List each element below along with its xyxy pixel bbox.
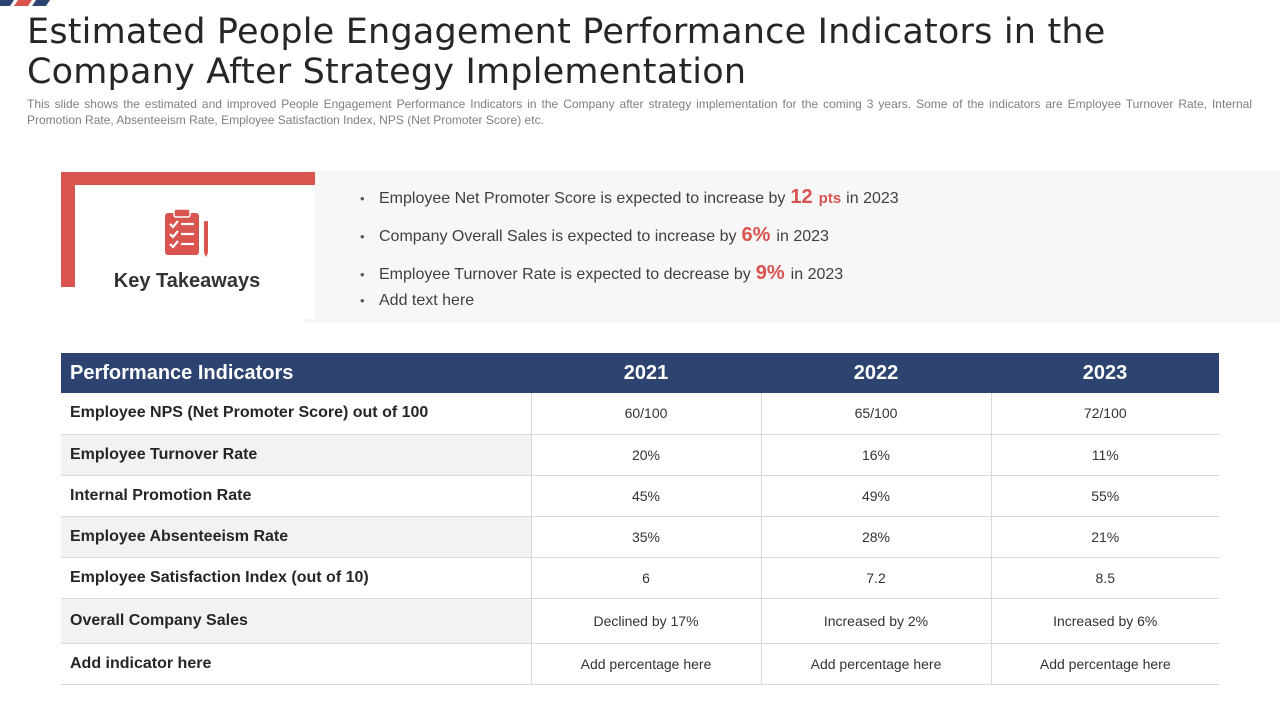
page-subtitle: This slide shows the estimated and impro… — [27, 97, 1252, 127]
table-cell: 72/100 — [990, 393, 1219, 435]
takeaway-bullet-list: • Employee Net Promoter Score is expecte… — [360, 186, 1260, 320]
table-cell: 21% — [990, 516, 1219, 558]
table-cell: 6 — [530, 557, 761, 599]
bullet-highlight-unit: pts — [818, 190, 842, 207]
takeaway-bullet: • Company Overall Sales is expected to i… — [360, 224, 1260, 252]
row-label: Employee Absenteeism Rate — [61, 516, 531, 558]
row-label: Add indicator here — [61, 643, 531, 685]
header-performance-indicators: Performance Indicators — [61, 353, 531, 393]
header-year-2023: 2023 — [991, 353, 1219, 393]
table-cell: 60/100 — [530, 393, 761, 435]
bullet-text-suffix: in 2023 — [790, 266, 844, 283]
page-title: Estimated People Engagement Performance … — [27, 12, 1106, 92]
takeaway-bullet: • Add text here — [360, 292, 1260, 320]
table-row: Employee NPS (Net Promoter Score) out of… — [61, 393, 1219, 435]
table-cell: 49% — [760, 475, 991, 517]
row-label: Internal Promotion Rate — [61, 475, 531, 517]
table-cell: Increased by 6% — [990, 598, 1219, 644]
table-cell: 55% — [990, 475, 1219, 517]
table-cell: 20% — [530, 434, 761, 476]
bullet-dot: • — [360, 267, 365, 282]
table-cell: 35% — [530, 516, 761, 558]
table-cell: 8.5 — [990, 557, 1219, 599]
row-label: Employee NPS (Net Promoter Score) out of… — [61, 393, 531, 435]
table-cell: 65/100 — [760, 393, 991, 435]
bullet-dot: • — [360, 191, 365, 206]
key-takeaways-label: Key Takeaways — [113, 270, 261, 292]
row-label: Employee Turnover Rate — [61, 434, 531, 476]
table-cell: Add percentage here — [990, 643, 1219, 685]
table-cell: Add percentage here — [530, 643, 761, 685]
bullet-highlight-value: 6% — [741, 224, 771, 246]
header-year-2021: 2021 — [531, 353, 761, 393]
table-row: Overall Company Sales Declined by 17% In… — [61, 598, 1219, 644]
clipboard-checklist-icon — [165, 208, 208, 257]
bullet-text-suffix: in 2023 — [776, 228, 829, 245]
table-cell: Increased by 2% — [760, 598, 991, 644]
table-header-row: Performance Indicators 2021 2022 2023 — [61, 353, 1219, 393]
takeaway-bullet: • Employee Net Promoter Score is expecte… — [360, 186, 1260, 214]
table-row: Employee Satisfaction Index (out of 10) … — [61, 557, 1219, 599]
row-label: Employee Satisfaction Index (out of 10) — [61, 557, 531, 599]
bullet-highlight-value: 12 — [790, 186, 813, 208]
bullet-text-suffix: in 2023 — [846, 190, 899, 207]
corner-stripes-decoration — [0, 0, 50, 6]
key-takeaways-panel — [305, 171, 1280, 323]
table-cell: 7.2 — [760, 557, 991, 599]
bullet-highlight-value: 9% — [755, 262, 785, 284]
bullet-dot: • — [360, 293, 365, 308]
table-row: Employee Absenteeism Rate 35% 28% 21% — [61, 516, 1219, 558]
table-cell: Declined by 17% — [530, 598, 761, 644]
bullet-text: Company Overall Sales is expected to inc… — [379, 228, 737, 245]
table-cell: Add percentage here — [760, 643, 991, 685]
bullet-dot: • — [360, 229, 365, 244]
table-cell: 11% — [990, 434, 1219, 476]
bullet-text: Employee Net Promoter Score is expected … — [379, 190, 786, 207]
table-row: Internal Promotion Rate 45% 49% 55% — [61, 475, 1219, 517]
table-cell: 28% — [760, 516, 991, 558]
table-row: Employee Turnover Rate 20% 16% 11% — [61, 434, 1219, 476]
table-row: Add indicator here Add percentage here A… — [61, 643, 1219, 685]
table-cell: 45% — [530, 475, 761, 517]
table-cell: 16% — [760, 434, 991, 476]
takeaway-bullet: • Employee Turnover Rate is expected to … — [360, 262, 1260, 290]
performance-indicators-table: Performance Indicators 2021 2022 2023 Em… — [61, 353, 1219, 685]
row-label: Overall Company Sales — [61, 598, 531, 644]
bullet-text: Add text here — [379, 292, 475, 309]
header-year-2022: 2022 — [761, 353, 991, 393]
bullet-text: Employee Turnover Rate is expected to de… — [379, 266, 751, 283]
